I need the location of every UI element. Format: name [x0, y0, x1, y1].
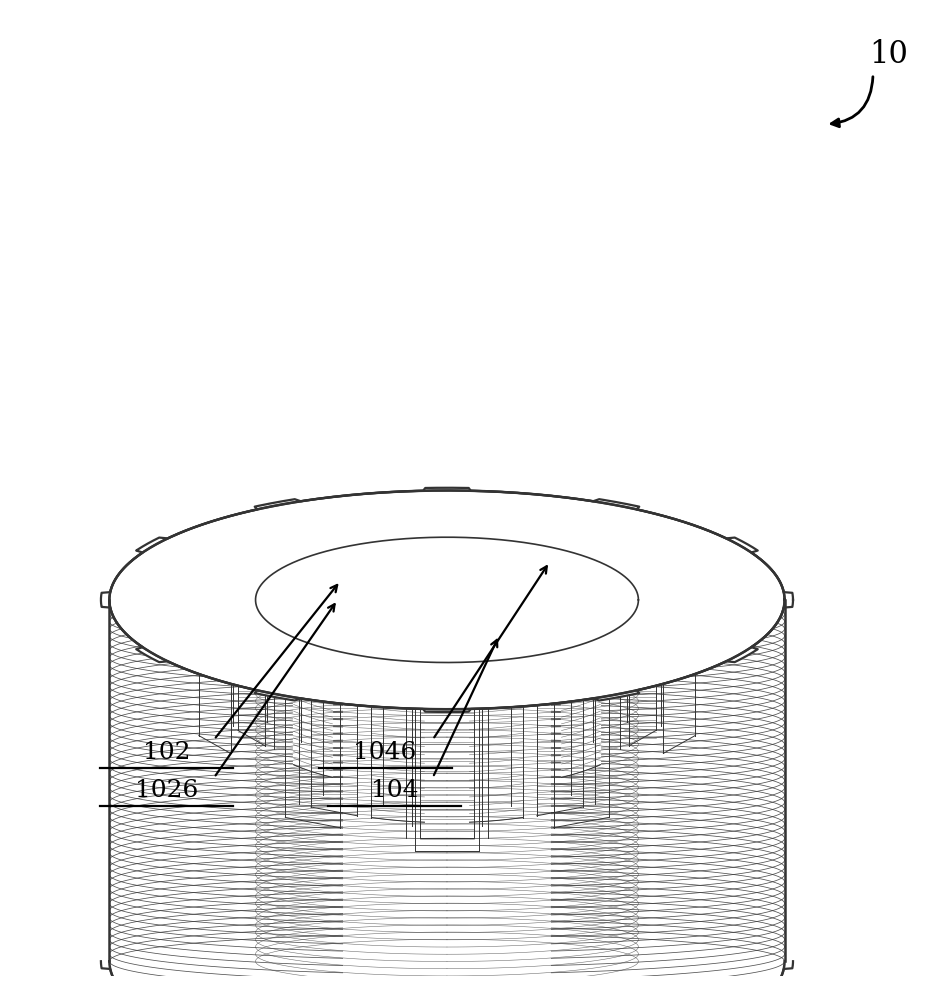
Polygon shape — [416, 513, 478, 526]
Polygon shape — [199, 548, 264, 570]
Polygon shape — [572, 641, 664, 670]
Polygon shape — [220, 586, 259, 613]
Polygon shape — [230, 530, 322, 559]
Text: 1046: 1046 — [354, 741, 417, 764]
Polygon shape — [561, 637, 600, 777]
Polygon shape — [592, 552, 661, 579]
Polygon shape — [285, 519, 358, 540]
Polygon shape — [179, 565, 266, 590]
Polygon shape — [478, 659, 553, 687]
Polygon shape — [300, 648, 383, 670]
Polygon shape — [340, 513, 416, 541]
Polygon shape — [511, 648, 594, 670]
Polygon shape — [372, 657, 424, 822]
Text: 104: 104 — [371, 779, 418, 802]
Polygon shape — [470, 657, 522, 822]
Text: 10: 10 — [870, 39, 908, 70]
Polygon shape — [406, 525, 488, 538]
Polygon shape — [416, 674, 478, 687]
Polygon shape — [630, 629, 695, 652]
Polygon shape — [536, 519, 609, 540]
Polygon shape — [179, 590, 221, 610]
Polygon shape — [179, 610, 266, 634]
Polygon shape — [101, 488, 793, 712]
Polygon shape — [199, 629, 264, 652]
Polygon shape — [109, 600, 785, 961]
Polygon shape — [340, 659, 416, 687]
Polygon shape — [300, 530, 383, 552]
Polygon shape — [630, 548, 695, 570]
Polygon shape — [109, 852, 785, 1000]
Polygon shape — [109, 490, 785, 709]
Polygon shape — [294, 637, 333, 777]
Polygon shape — [233, 621, 301, 648]
Text: 1026: 1026 — [135, 779, 198, 802]
Polygon shape — [478, 513, 553, 541]
Polygon shape — [511, 530, 594, 552]
Polygon shape — [285, 660, 358, 680]
Polygon shape — [628, 565, 715, 590]
Polygon shape — [406, 661, 488, 674]
FancyArrowPatch shape — [831, 77, 873, 127]
Polygon shape — [572, 530, 664, 559]
Polygon shape — [623, 607, 637, 695]
Polygon shape — [635, 586, 674, 613]
Polygon shape — [536, 660, 609, 680]
Polygon shape — [257, 607, 271, 695]
Polygon shape — [109, 600, 785, 1000]
Polygon shape — [673, 590, 715, 610]
Polygon shape — [233, 552, 301, 579]
Text: 102: 102 — [143, 741, 190, 764]
Polygon shape — [628, 610, 715, 634]
Polygon shape — [592, 621, 661, 648]
Polygon shape — [230, 641, 322, 670]
